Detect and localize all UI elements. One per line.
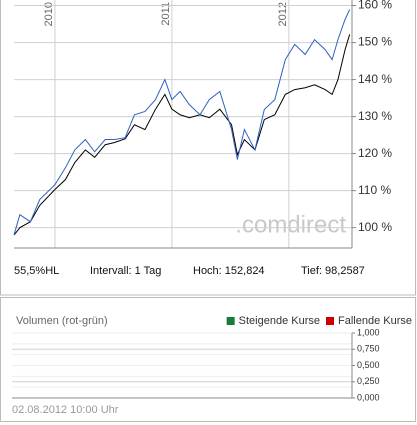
watermark: .comdirect [235,211,346,238]
info-text: 55,5%HL [14,265,59,277]
y-tick-label: 140 % [358,72,392,86]
info-text: Tief: 98,2587 [301,265,365,277]
legend-label: Fallende Kurse [338,315,412,327]
legend-swatch [326,317,334,325]
info-text: Intervall: 1 Tag [90,265,161,277]
x-tick-label: 2010 [43,2,55,26]
x-tick-label: 2012 [277,2,289,26]
x-tick-label: 2011 [160,2,172,26]
y-tick-label: 100 % [358,220,392,234]
volume-panel [0,297,416,422]
y-tick-label: 110 % [358,183,391,197]
y-tick-label: 130 % [358,109,392,123]
y-tick-label: 0,500 [357,360,380,370]
y-tick-label: 120 % [358,146,392,160]
price-line [13,9,351,236]
y-tick-label: 0,000 [357,392,380,402]
y-tick-label: 0,750 [357,344,380,354]
price-panel [0,0,416,296]
y-tick-label: 0,250 [357,376,380,386]
info-text: Hoch: 152,824 [193,265,265,277]
price-line [13,34,351,236]
panel-title: Volumen (rot-grün) [16,315,108,327]
legend-label: Steigende Kurse [239,315,320,327]
legend-swatch [226,317,235,325]
y-tick-label: 150 % [358,35,392,49]
y-tick-label: 160 % [358,0,392,12]
y-tick-label: 1,000 [357,327,380,337]
timestamp: 02.08.2012 10:00 Uhr [12,404,119,416]
